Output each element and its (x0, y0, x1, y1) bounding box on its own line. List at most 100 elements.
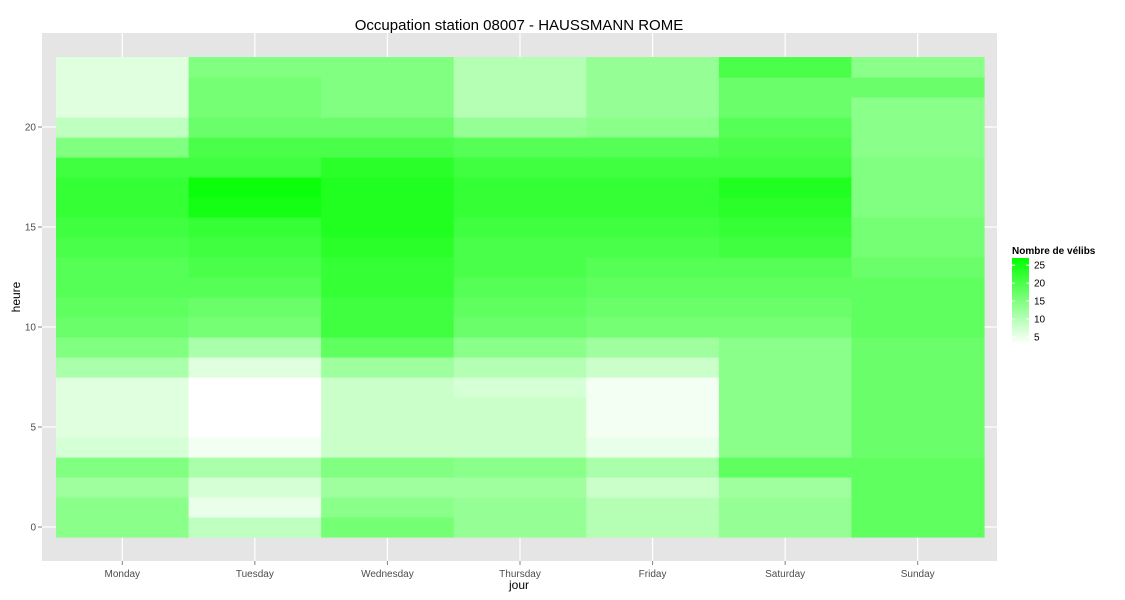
heatmap-cell (851, 97, 985, 118)
heatmap-cell (453, 437, 587, 458)
heatmap-cell (851, 357, 985, 378)
heatmap-cell (586, 297, 720, 318)
heatmap-cell (453, 297, 587, 318)
heatmap-cell (586, 517, 720, 538)
heatmap-cell (851, 317, 985, 338)
x-axis: Monday Tuesday Wednesday Thursday Friday Satu… (104, 561, 935, 580)
heatmap-cell (851, 197, 985, 218)
heatmap-cell (718, 157, 853, 178)
heatmap-cell (321, 237, 455, 258)
heatmap-cells (56, 57, 985, 538)
heatmap-cell (586, 277, 720, 298)
heatmap-cell (56, 397, 190, 418)
x-axis-title: jour (508, 578, 529, 592)
heatmap-cell (851, 177, 985, 198)
heatmap-cell (188, 197, 322, 218)
heatmap-cell (56, 337, 190, 358)
legend-label: 15 (1034, 297, 1046, 308)
x-tick-label: Monday (104, 569, 140, 580)
heatmap-cell (188, 57, 322, 78)
heatmap-cell (321, 77, 455, 98)
heatmap-cell (321, 357, 455, 378)
heatmap-cell (586, 357, 720, 378)
heatmap-cell (188, 317, 322, 338)
heatmap-cell (718, 117, 853, 138)
heatmap-cell (851, 457, 985, 478)
heatmap-cell (586, 397, 720, 418)
heatmap-cell (188, 137, 322, 158)
heatmap-cell (188, 237, 322, 258)
heatmap-cell (586, 117, 720, 138)
legend-label: 20 (1034, 279, 1046, 290)
heatmap-cell (851, 417, 985, 438)
heatmap-cell (453, 377, 587, 398)
heatmap-cell (321, 297, 455, 318)
heatmap-cell (851, 437, 985, 458)
heatmap-cell (851, 157, 985, 178)
heatmap-cell (56, 97, 190, 118)
heatmap-cell (56, 417, 190, 438)
heatmap-cell (718, 457, 853, 478)
heatmap-cell (188, 117, 322, 138)
heatmap-cell (453, 357, 587, 378)
heatmap-cell (188, 477, 322, 498)
heatmap-cell (56, 237, 190, 258)
heatmap-cell (851, 137, 985, 158)
y-axis: 0 5 10 15 20 (25, 123, 42, 534)
heatmap-cell (851, 57, 985, 78)
heatmap-cell (718, 277, 853, 298)
legend-title: Nombre de vélibs (1012, 246, 1096, 257)
heatmap-cell (453, 177, 587, 198)
heatmap-cell (586, 77, 720, 98)
heatmap-cell (586, 237, 720, 258)
heatmap-cell (718, 357, 853, 378)
heatmap-cell (56, 497, 190, 518)
heatmap-cell (718, 177, 853, 198)
heatmap-cell (718, 197, 853, 218)
y-tick-label: 15 (25, 223, 37, 234)
heatmap-cell (453, 57, 587, 78)
x-tick-label: Friday (639, 569, 667, 580)
heatmap-cell (321, 497, 455, 518)
legend-label: 5 (1034, 332, 1040, 343)
heatmap-cell (321, 157, 455, 178)
heatmap-cell (718, 417, 853, 438)
heatmap-cell (586, 197, 720, 218)
heatmap-cell (586, 477, 720, 498)
heatmap-cell (188, 337, 322, 358)
heatmap-cell (56, 177, 190, 198)
heatmap-cell (56, 457, 190, 478)
heatmap-cell (586, 377, 720, 398)
heatmap-cell (453, 197, 587, 218)
heatmap-cell (321, 517, 455, 538)
heatmap-cell (56, 477, 190, 498)
heatmap-cell (453, 337, 587, 358)
y-axis-title: heure (9, 281, 23, 312)
heatmap-cell (718, 477, 853, 498)
heatmap-cell (321, 197, 455, 218)
heatmap-cell (56, 157, 190, 178)
heatmap-cell (586, 337, 720, 358)
heatmap-cell (188, 417, 322, 438)
heatmap-cell (586, 137, 720, 158)
heatmap-cell (453, 417, 587, 438)
heatmap-cell (586, 457, 720, 478)
heatmap-cell (851, 477, 985, 498)
heatmap-cell (453, 237, 587, 258)
heatmap-cell (188, 77, 322, 98)
heatmap-cell (718, 397, 853, 418)
heatmap-cell (453, 497, 587, 518)
legend-label: 25 (1034, 261, 1046, 272)
heatmap-cell (718, 377, 853, 398)
heatmap-cell (453, 77, 587, 98)
heatmap-cell (56, 517, 190, 538)
heatmap-cell (453, 457, 587, 478)
heatmap-cell (453, 157, 587, 178)
heatmap-cell (56, 57, 190, 78)
heatmap-cell (321, 257, 455, 278)
x-tick-label: Saturday (765, 569, 805, 580)
heatmap-cell (188, 277, 322, 298)
heatmap-cell (188, 497, 322, 518)
heatmap-cell (453, 97, 587, 118)
